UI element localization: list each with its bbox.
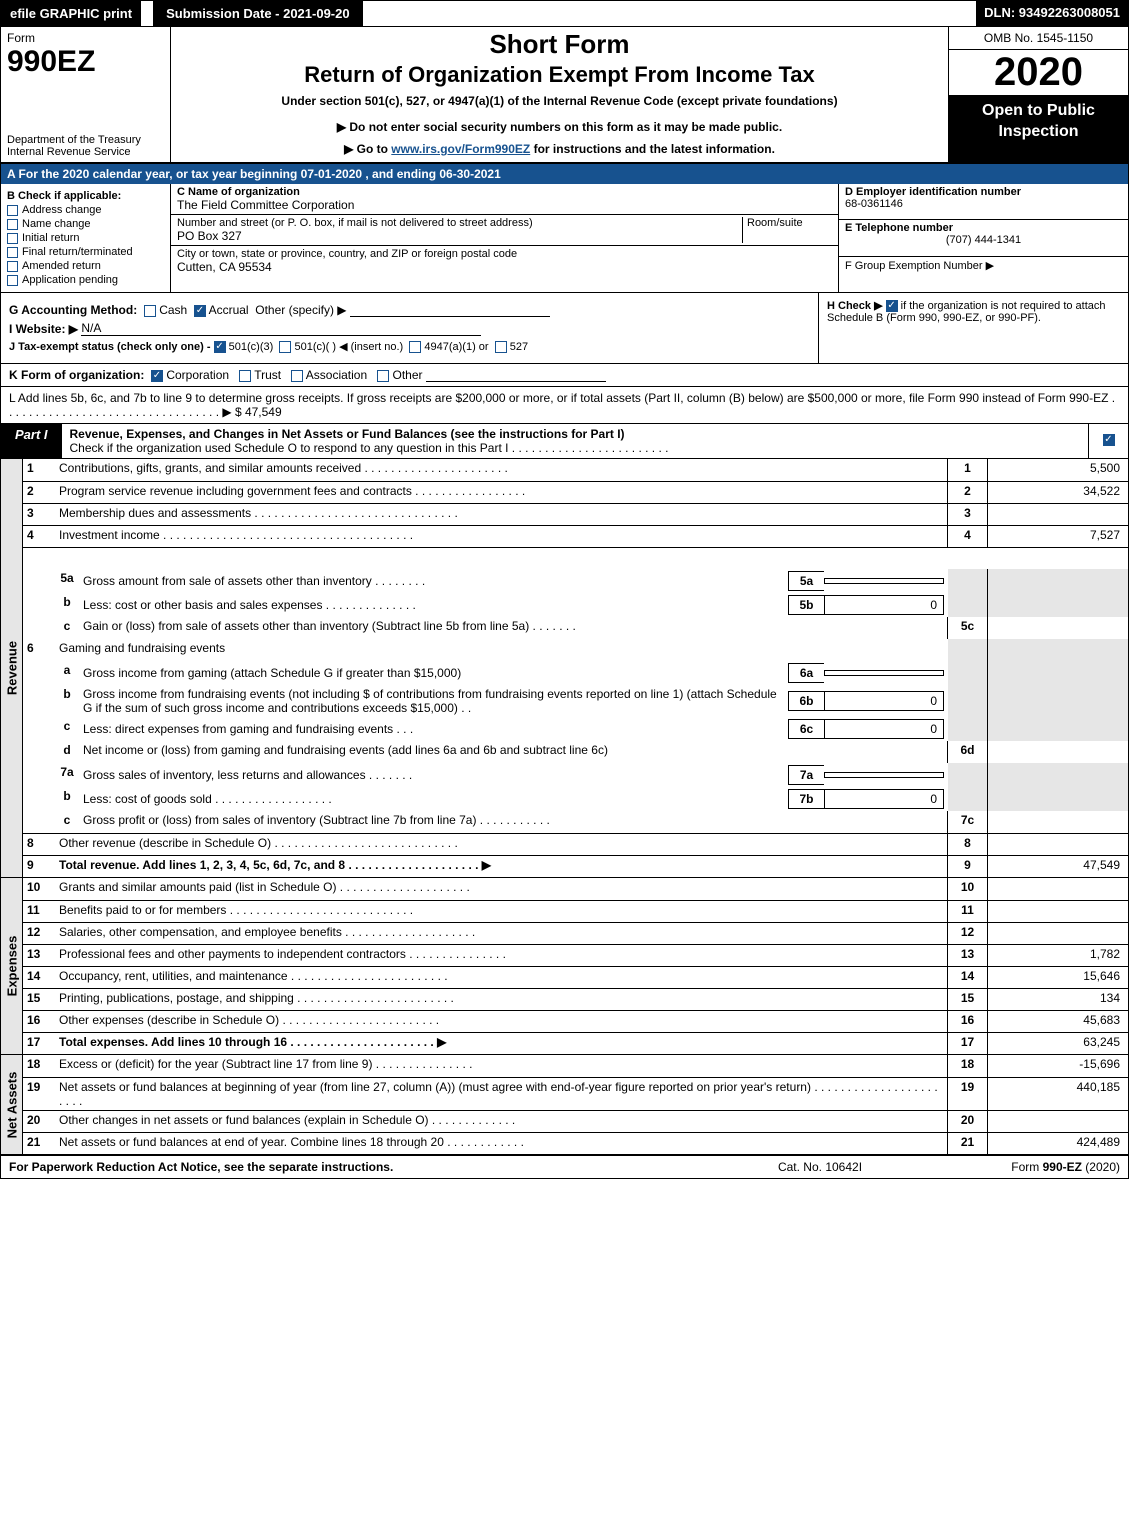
c-name-label: C Name of organization bbox=[177, 186, 832, 198]
chk-name-change[interactable] bbox=[7, 219, 18, 230]
cat-no: Cat. No. 10642I bbox=[720, 1160, 920, 1174]
chk-association[interactable] bbox=[291, 370, 303, 382]
line-13: 13 Professional fees and other payments … bbox=[23, 944, 1128, 966]
chk-application-pending[interactable] bbox=[7, 275, 18, 286]
return-title: Return of Organization Exempt From Incom… bbox=[181, 62, 938, 88]
ein-value: 68-0361146 bbox=[845, 198, 1122, 210]
chk-other-org[interactable] bbox=[377, 370, 389, 382]
line-6c: c Less: direct expenses from gaming and … bbox=[23, 717, 1128, 741]
line-11: 11 Benefits paid to or for members . . .… bbox=[23, 900, 1128, 922]
chk-501c3[interactable] bbox=[214, 341, 226, 353]
b-check-label: B Check if applicable: bbox=[7, 190, 164, 202]
line-17: 17 Total expenses. Add lines 10 through … bbox=[23, 1032, 1128, 1054]
form-year: 2020 bbox=[949, 50, 1128, 95]
org-name: The Field Committee Corporation bbox=[177, 198, 354, 212]
omb-number: OMB No. 1545-1150 bbox=[949, 27, 1128, 50]
phone-value: (707) 444-1341 bbox=[845, 234, 1122, 246]
line-9: 9 Total revenue. Add lines 1, 2, 3, 4, 5… bbox=[23, 855, 1128, 877]
footer: For Paperwork Reduction Act Notice, see … bbox=[1, 1156, 1128, 1178]
form-rev: Form 990-EZ (2020) bbox=[920, 1160, 1120, 1174]
line-5a: 5a Gross amount from sale of assets othe… bbox=[23, 569, 1128, 593]
under-section: Under section 501(c), 527, or 4947(a)(1)… bbox=[181, 94, 938, 108]
short-form-title: Short Form bbox=[181, 29, 938, 60]
tax-year-bar: A For the 2020 calendar year, or tax yea… bbox=[1, 164, 1128, 184]
line-16: 16 Other expenses (describe in Schedule … bbox=[23, 1010, 1128, 1032]
part-1-label: Part I bbox=[1, 424, 62, 458]
k-line: K Form of organization: Corporation Trus… bbox=[1, 364, 1128, 387]
addr-label: Number and street (or P. O. box, if mail… bbox=[177, 217, 742, 229]
part-1-title: Revenue, Expenses, and Changes in Net As… bbox=[70, 427, 625, 441]
f-group-exemption: F Group Exemption Number ▶ bbox=[845, 259, 1122, 272]
l-line: L Add lines 5b, 6c, and 7b to line 9 to … bbox=[1, 387, 1128, 424]
chk-final-return[interactable] bbox=[7, 247, 18, 258]
top-bar: efile GRAPHIC print Submission Date - 20… bbox=[1, 1, 1128, 27]
submission-date: Submission Date - 2021-09-20 bbox=[153, 1, 363, 26]
efile-print-button[interactable]: efile GRAPHIC print bbox=[1, 1, 141, 26]
irs-label: Internal Revenue Service bbox=[7, 146, 164, 158]
ghij-block: G Accounting Method: Cash Accrual Other … bbox=[1, 293, 1128, 364]
org-address: PO Box 327 bbox=[177, 229, 242, 243]
dln: DLN: 93492263008051 bbox=[976, 1, 1128, 26]
line-7b: b Less: cost of goods sold . . . . . . .… bbox=[23, 787, 1128, 811]
h-check-label: H Check ▶ bbox=[827, 300, 883, 312]
i-website-label: I Website: ▶ bbox=[9, 322, 78, 336]
chk-trust[interactable] bbox=[239, 370, 251, 382]
line-6b: b Gross income from fundraising events (… bbox=[23, 685, 1128, 717]
goto-line: ▶ Go to www.irs.gov/Form990EZ for instru… bbox=[181, 142, 938, 156]
line-1: 1 Contributions, gifts, grants, and simi… bbox=[23, 459, 1128, 481]
line-2: 2 Program service revenue including gove… bbox=[23, 481, 1128, 503]
chk-corporation[interactable] bbox=[151, 370, 163, 382]
website-value: N/A bbox=[81, 321, 481, 336]
line-10: 10 Grants and similar amounts paid (list… bbox=[23, 878, 1128, 900]
e-phone-label: E Telephone number bbox=[845, 222, 1122, 234]
line-5c: c Gain or (loss) from sale of assets oth… bbox=[23, 617, 1128, 639]
part-1-sub: Check if the organization used Schedule … bbox=[70, 441, 669, 455]
chk-accrual[interactable] bbox=[194, 305, 206, 317]
line-19: 19 Net assets or fund balances at beginn… bbox=[23, 1077, 1128, 1110]
entity-block: B Check if applicable: Address change Na… bbox=[1, 184, 1128, 293]
g-label: G Accounting Method: bbox=[9, 303, 137, 317]
city-label: City or town, state or province, country… bbox=[177, 248, 832, 260]
chk-initial-return[interactable] bbox=[7, 233, 18, 244]
line-8: 8 Other revenue (describe in Schedule O)… bbox=[23, 833, 1128, 855]
room-label: Room/suite bbox=[747, 217, 832, 229]
chk-sched-b[interactable] bbox=[886, 300, 898, 312]
chk-527[interactable] bbox=[495, 341, 507, 353]
d-ein-label: D Employer identification number bbox=[845, 186, 1122, 198]
form-word: Form bbox=[7, 31, 35, 45]
net-assets-side-label: Net Assets bbox=[4, 1071, 19, 1138]
form-header: Form 990EZ Department of the Treasury In… bbox=[1, 27, 1128, 164]
irs-link[interactable]: www.irs.gov/Form990EZ bbox=[391, 142, 530, 156]
part-1-header: Part I Revenue, Expenses, and Changes in… bbox=[1, 424, 1128, 459]
revenue-side-label: Revenue bbox=[4, 641, 19, 695]
line-6a: a Gross income from gaming (attach Sched… bbox=[23, 661, 1128, 685]
chk-amended-return[interactable] bbox=[7, 261, 18, 272]
dept-treasury: Department of the Treasury bbox=[7, 134, 164, 146]
paperwork-notice: For Paperwork Reduction Act Notice, see … bbox=[9, 1160, 720, 1174]
open-public: Open to Public Inspection bbox=[949, 95, 1128, 162]
line-5b: b Less: cost or other basis and sales ex… bbox=[23, 593, 1128, 617]
line-6d: d Net income or (loss) from gaming and f… bbox=[23, 741, 1128, 763]
line-3: 3 Membership dues and assessments . . . … bbox=[23, 503, 1128, 525]
line-6: 6 Gaming and fundraising events bbox=[23, 639, 1128, 661]
line-12: 12 Salaries, other compensation, and emp… bbox=[23, 922, 1128, 944]
chk-part1-sched-o[interactable] bbox=[1103, 434, 1115, 446]
chk-4947[interactable] bbox=[409, 341, 421, 353]
line-7c: c Gross profit or (loss) from sales of i… bbox=[23, 811, 1128, 833]
line-14: 14 Occupancy, rent, utilities, and maint… bbox=[23, 966, 1128, 988]
ssn-warning: ▶ Do not enter social security numbers o… bbox=[181, 120, 938, 134]
line-20: 20 Other changes in net assets or fund b… bbox=[23, 1110, 1128, 1132]
line-4: 4 Investment income . . . . . . . . . . … bbox=[23, 525, 1128, 547]
line-7a: 7a Gross sales of inventory, less return… bbox=[23, 763, 1128, 787]
j-tax-exempt-label: J Tax-exempt status (check only one) - bbox=[9, 341, 211, 353]
line-21: 21 Net assets or fund balances at end of… bbox=[23, 1132, 1128, 1154]
chk-cash[interactable] bbox=[144, 305, 156, 317]
chk-address-change[interactable] bbox=[7, 205, 18, 216]
line-15: 15 Printing, publications, postage, and … bbox=[23, 988, 1128, 1010]
chk-501c[interactable] bbox=[279, 341, 291, 353]
expenses-side-label: Expenses bbox=[4, 936, 19, 997]
form-number: 990EZ bbox=[7, 45, 164, 79]
org-city: Cutten, CA 95534 bbox=[177, 260, 272, 274]
line-18: 18 Excess or (deficit) for the year (Sub… bbox=[23, 1055, 1128, 1077]
